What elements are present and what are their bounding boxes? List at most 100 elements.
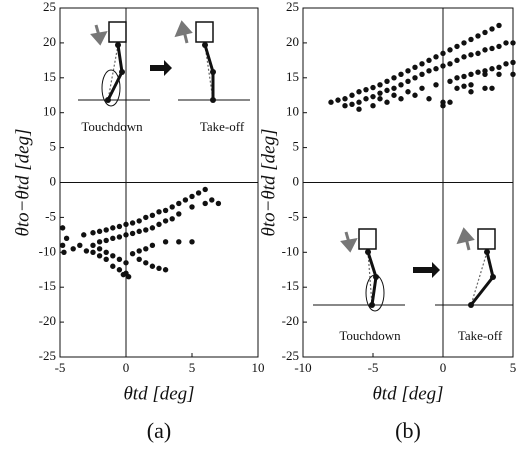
y-tick-label: -20 <box>282 313 299 328</box>
data-point <box>83 248 90 254</box>
data-point <box>129 250 136 257</box>
data-point <box>110 235 116 242</box>
data-point <box>363 96 369 102</box>
data-point <box>149 263 156 269</box>
x-axis-label: θtd [deg] <box>372 383 443 404</box>
data-point <box>468 52 474 58</box>
joint <box>105 97 111 103</box>
data-point <box>136 256 142 262</box>
spring-line <box>367 251 373 306</box>
data-point <box>176 239 182 245</box>
data-point <box>116 223 123 230</box>
inset-figure <box>340 228 385 312</box>
transition-arrow <box>413 262 440 278</box>
data-point <box>419 71 425 78</box>
y-tick-label: -20 <box>39 313 56 328</box>
x-tick-label: 0 <box>440 360 447 375</box>
data-point <box>335 97 341 103</box>
y-tick-label: -15 <box>39 278 56 293</box>
data-point <box>419 85 425 91</box>
data-point <box>90 249 96 255</box>
y-tick-label: 10 <box>43 104 56 119</box>
body-box <box>358 228 377 250</box>
data-point <box>461 83 467 89</box>
data-point <box>503 61 509 67</box>
motion-arrow <box>174 20 193 44</box>
data-point <box>356 106 362 112</box>
data-point <box>370 103 376 109</box>
data-point <box>370 84 376 91</box>
data-point <box>510 40 516 46</box>
subplot-label: (a) <box>147 418 171 443</box>
data-point <box>116 256 123 262</box>
data-point <box>136 218 142 224</box>
body-box <box>477 228 496 250</box>
data-point <box>412 92 418 98</box>
y-tick-label: 15 <box>286 69 299 84</box>
data-point <box>156 209 162 215</box>
data-point <box>489 45 495 52</box>
data-point <box>215 200 222 207</box>
data-point <box>482 71 488 78</box>
data-point <box>468 36 474 43</box>
y-tick-label: 25 <box>43 0 56 14</box>
data-point <box>377 82 383 88</box>
data-point <box>475 33 481 39</box>
data-point <box>384 78 390 84</box>
joint <box>484 249 490 255</box>
data-point <box>398 71 404 78</box>
data-point <box>475 50 481 57</box>
inset-figure <box>174 20 216 103</box>
data-point <box>433 54 439 60</box>
data-point <box>447 47 453 53</box>
data-point <box>63 235 70 242</box>
data-point <box>391 75 397 81</box>
y-axis-label: θto−θtd [deg] <box>12 128 33 236</box>
data-point <box>496 71 502 78</box>
y-tick-label: 25 <box>286 0 299 14</box>
data-point <box>475 69 481 75</box>
joint <box>365 249 371 255</box>
data-point <box>468 82 474 88</box>
data-point <box>176 200 182 207</box>
y-tick-label: 5 <box>50 139 57 154</box>
y-tick-label: -15 <box>282 278 299 293</box>
leg <box>469 251 495 306</box>
data-point <box>468 89 474 95</box>
foot-ellipse <box>101 69 121 107</box>
data-point <box>116 234 123 240</box>
data-point <box>447 78 453 84</box>
data-point <box>405 68 411 74</box>
data-point <box>461 40 467 46</box>
data-point <box>447 99 453 105</box>
subplot-label: (b) <box>395 418 421 443</box>
data-point <box>123 232 129 238</box>
data-point <box>496 64 502 71</box>
joint <box>115 42 121 48</box>
data-point <box>454 75 460 81</box>
data-point <box>440 50 446 57</box>
data-point <box>356 89 362 95</box>
data-point <box>129 220 136 226</box>
data-point <box>426 68 432 74</box>
data-point <box>454 43 460 50</box>
data-point <box>510 71 516 78</box>
data-point <box>454 57 460 64</box>
joint <box>468 302 474 308</box>
joint <box>369 302 375 308</box>
annotation: Take-off <box>200 119 245 134</box>
x-tick-label: -5 <box>368 360 379 375</box>
data-point <box>96 253 103 259</box>
data-point <box>120 271 127 278</box>
data-point <box>391 92 397 98</box>
data-point <box>162 207 169 214</box>
motion-arrow <box>340 231 358 253</box>
data-point <box>209 197 215 203</box>
y-tick-label: 15 <box>43 69 56 84</box>
data-point <box>96 246 103 252</box>
data-point <box>328 99 334 105</box>
data-point <box>116 267 123 273</box>
data-point <box>342 103 348 109</box>
data-point <box>496 22 502 29</box>
x-axis-label: θtd [deg] <box>123 383 194 404</box>
